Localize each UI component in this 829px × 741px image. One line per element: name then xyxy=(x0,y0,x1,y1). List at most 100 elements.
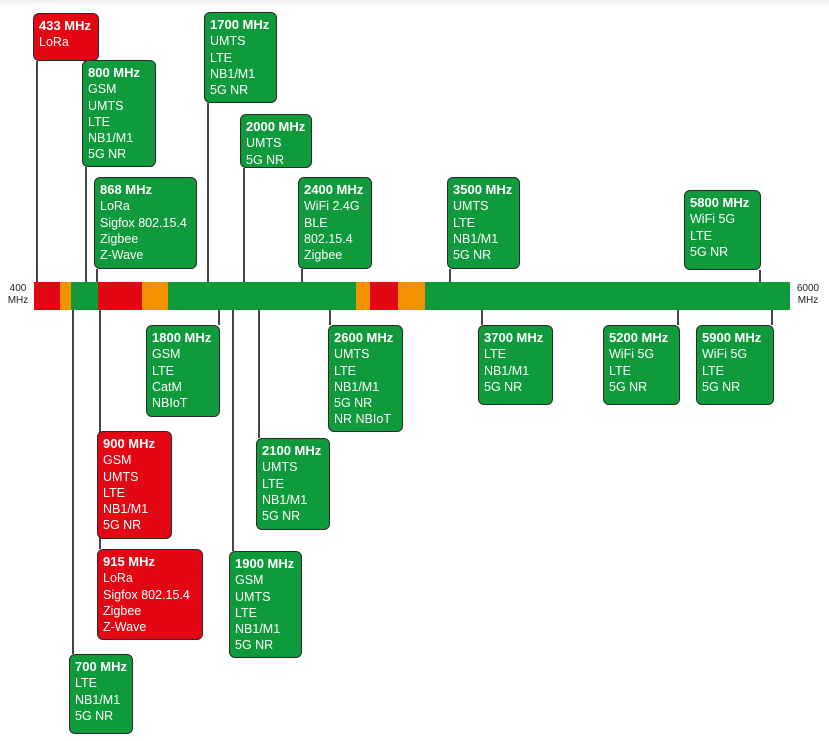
bar-segment-licensed xyxy=(168,282,356,310)
band-technology: LTE xyxy=(210,50,232,65)
bar-segment-licensed xyxy=(71,282,98,310)
band-technology: LTE xyxy=(702,363,724,378)
band-technology: 5G NR xyxy=(484,379,523,394)
band-technology: Zigbee xyxy=(100,231,139,246)
band-technology: NB1/M1 xyxy=(75,692,121,707)
band-frequency: 800 MHz xyxy=(88,65,141,80)
band-frequency: 1900 MHz xyxy=(235,556,295,571)
band-box: 2100 MHz UMTS LTE NB1/M1 5G NR xyxy=(256,438,330,530)
band-frequency: 700 MHz xyxy=(75,659,128,674)
band-technology: WiFi 5G xyxy=(690,212,736,227)
band-technology: Sigfox 802.15.4 xyxy=(100,215,187,230)
band-frequency: 2100 MHz xyxy=(262,443,322,458)
band-technology: WiFi 2.4G xyxy=(304,199,360,214)
band-frequency: 3500 MHz xyxy=(453,182,513,197)
connector-line xyxy=(243,168,245,282)
band-technology: UMTS xyxy=(235,589,271,604)
band-technology: 802.15.4 xyxy=(304,231,353,246)
band-frequency: 2600 MHz xyxy=(334,330,394,345)
bar-segment-guard xyxy=(356,282,370,310)
band-technology: 5G NR xyxy=(334,396,373,411)
band-technology: LTE xyxy=(484,347,506,362)
bar-segment-unlicensed xyxy=(34,282,60,310)
band-technology: 5G NR xyxy=(103,518,142,533)
band-technology: LTE xyxy=(334,363,356,378)
band-technology: NB1/M1 xyxy=(262,492,308,507)
band-technology: NB1/M1 xyxy=(453,231,499,246)
band-technology: UMTS xyxy=(103,469,139,484)
connector-line xyxy=(759,270,761,282)
band-box: 700 MHz LTE NB1/M1 5G NR xyxy=(69,654,133,734)
band-technology: 5G NR xyxy=(262,509,301,524)
band-technology: NB1/M1 xyxy=(210,66,256,81)
connector-line xyxy=(36,61,38,282)
band-technology: LTE xyxy=(609,363,631,378)
connector-line xyxy=(96,269,98,282)
band-technology: 5G NR xyxy=(75,708,114,723)
band-technology: Sigfox 802.15.4 xyxy=(103,587,190,602)
band-technology: UMTS xyxy=(262,460,298,475)
connector-line xyxy=(329,310,331,325)
band-technology: NB1/M1 xyxy=(235,622,281,637)
band-technology: UMTS xyxy=(453,199,489,214)
connector-line xyxy=(771,310,773,325)
band-technology: LTE xyxy=(75,676,97,691)
band-frequency: 2000 MHz xyxy=(246,119,306,134)
band-technology: BLE xyxy=(304,215,328,230)
band-technology: Zigbee xyxy=(304,248,343,263)
band-technology: 5G NR xyxy=(702,379,741,394)
top-shade xyxy=(0,0,829,6)
band-box: 1800 MHz GSM LTE CatM NBIoT xyxy=(146,325,220,417)
band-box: 800 MHz GSM UMTS LTE NB1/M1 5G NR xyxy=(82,60,156,167)
band-box: 1700 MHz UMTS LTE NB1/M1 5G NR xyxy=(204,12,277,103)
band-frequency: 5900 MHz xyxy=(702,330,762,345)
spectrum-bar xyxy=(34,282,790,310)
band-box: 433 MHz LoRa xyxy=(33,13,99,61)
connector-line xyxy=(218,310,220,325)
end-frequency-label: 6000 MHz xyxy=(796,283,820,306)
band-frequency: 1800 MHz xyxy=(152,330,212,345)
band-technology: CatM xyxy=(152,379,182,394)
band-technology: 5G NR xyxy=(235,638,274,653)
band-technology: 5G NR xyxy=(690,244,729,259)
band-technology: LTE xyxy=(690,228,712,243)
band-box: 5200 MHz WiFi 5G LTE 5G NR xyxy=(603,325,680,405)
band-technology: UMTS xyxy=(246,136,282,151)
band-technology: Z-Wave xyxy=(103,620,147,635)
band-technology: GSM xyxy=(235,573,264,588)
band-technology: LTE xyxy=(453,215,475,230)
bar-segment-unlicensed xyxy=(98,282,142,310)
band-frequency: 3700 MHz xyxy=(484,330,544,345)
band-frequency: 868 MHz xyxy=(100,182,153,197)
band-box: 2400 MHz WiFi 2.4G BLE 802.15.4 Zigbee xyxy=(298,177,372,269)
band-frequency: 1700 MHz xyxy=(210,17,270,32)
band-technology: WiFi 5G xyxy=(702,347,748,362)
band-frequency: 5800 MHz xyxy=(690,195,750,210)
band-technology: LoRa xyxy=(103,571,133,586)
band-technology: LoRa xyxy=(100,199,130,214)
band-box: 1900 MHz GSM UMTS LTE NB1/M1 5G NR xyxy=(229,551,302,658)
connector-line xyxy=(99,310,101,549)
connector-line xyxy=(481,310,483,325)
band-technology: GSM xyxy=(103,453,132,468)
band-technology: GSM xyxy=(152,347,181,362)
band-technology: 5G NR xyxy=(88,147,127,162)
band-box: 3700 MHz LTE NB1/M1 5G NR xyxy=(478,325,553,405)
band-technology: WiFi 5G xyxy=(609,347,655,362)
connector-line xyxy=(72,310,74,654)
band-technology: NR NBIoT xyxy=(334,412,391,427)
band-frequency: 915 MHz xyxy=(103,554,156,569)
bar-segment-unlicensed xyxy=(370,282,398,310)
band-box: 868 MHz LoRa Sigfox 802.15.4 Zigbee Z-Wave xyxy=(94,177,197,269)
band-technology: Z-Wave xyxy=(100,248,144,263)
bar-segment-licensed xyxy=(425,282,790,310)
band-technology: LTE xyxy=(103,485,125,500)
band-technology: NB1/M1 xyxy=(334,379,380,394)
band-technology: NB1/M1 xyxy=(103,502,149,517)
band-technology: UMTS xyxy=(334,347,370,362)
band-box: 900 MHz GSM UMTS LTE NB1/M1 5G NR xyxy=(97,431,172,539)
band-frequency: 900 MHz xyxy=(103,436,156,451)
band-box: 5900 MHz WiFi 5G LTE 5G NR xyxy=(696,325,774,405)
band-frequency: 2400 MHz xyxy=(304,182,364,197)
band-technology: LoRa xyxy=(39,35,69,50)
